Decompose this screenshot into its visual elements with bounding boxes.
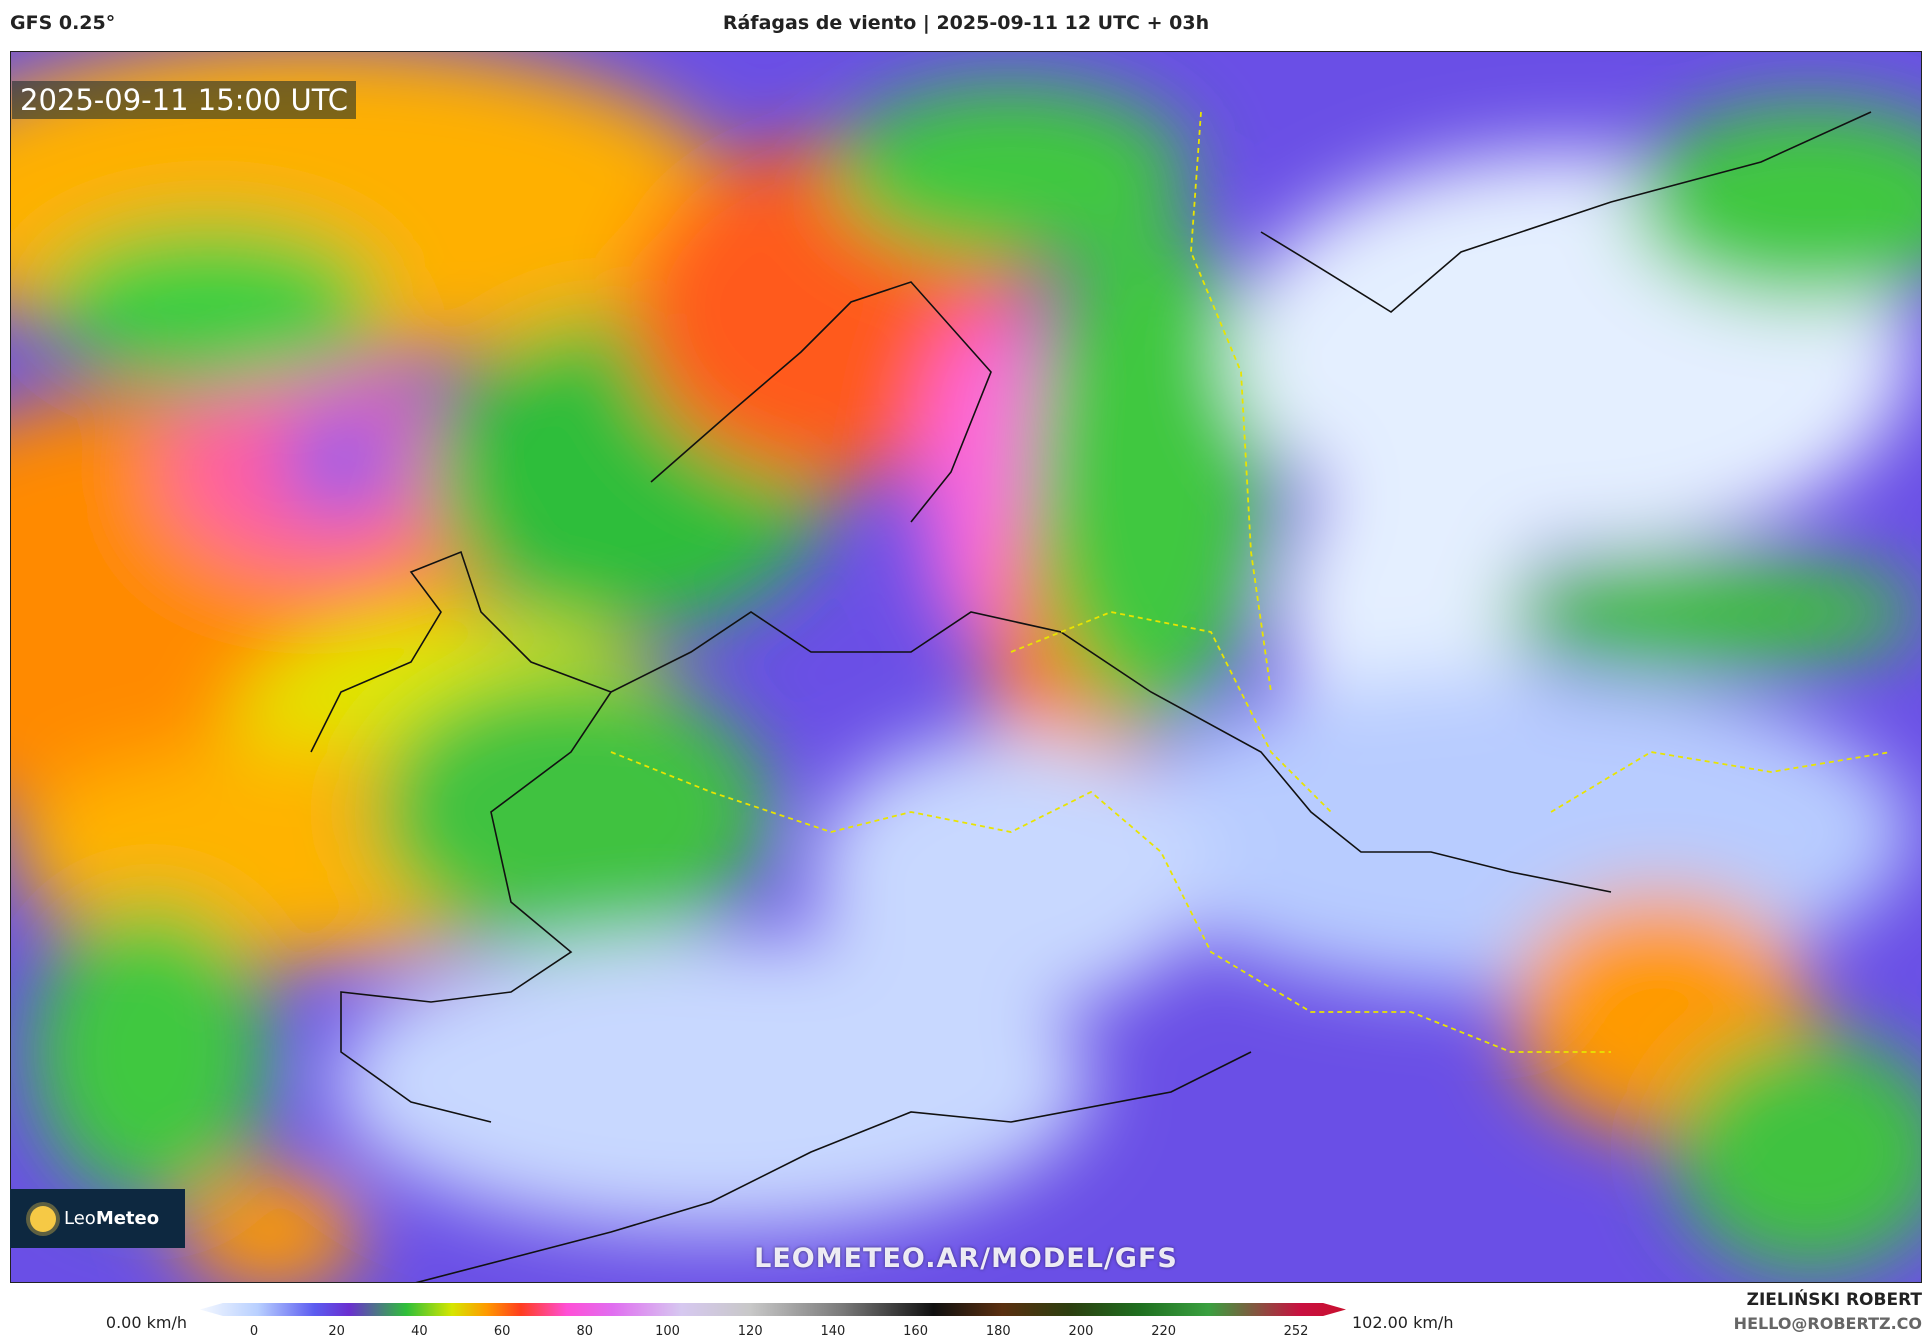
colorbar-min-label: 0.00 km/h: [105, 1313, 187, 1332]
colorbar-tick-label: 252: [1283, 1324, 1309, 1339]
timestamp: 2025-09-11 15:00 UTC: [12, 81, 357, 119]
map: [10, 51, 1922, 1283]
logo-icon: [30, 1205, 56, 1232]
colorbar-tick-label: 180: [985, 1324, 1011, 1339]
map-field: [11, 52, 1921, 1282]
colorbar-max-label: 102.00 km/h: [1352, 1313, 1454, 1332]
colorbar-tick-label: 120: [737, 1324, 763, 1339]
author: ZIELIŃSKI ROBERT: [1746, 1290, 1922, 1310]
email: HELLO@ROBERTZ.CO: [1733, 1314, 1922, 1333]
logo-prefix: Leo: [64, 1208, 96, 1229]
model-label: GFS 0.25°: [10, 12, 116, 34]
colorbar-tick-label: 20: [328, 1324, 345, 1339]
colorbar-tick-label: 160: [903, 1324, 928, 1339]
colorbar-tick-label: 0: [249, 1324, 259, 1339]
colorbar: [200, 1303, 1346, 1316]
colorbar-tick-label: 40: [411, 1324, 428, 1339]
map-title: Ráfagas de viento | 2025-09-11 12 UTC + …: [722, 12, 1210, 34]
colorbar-tick-label: 80: [576, 1324, 594, 1339]
colorbar-tick-label: 200: [1068, 1324, 1094, 1339]
logo: Leo Meteo: [10, 1189, 185, 1248]
logo-name: Meteo: [95, 1208, 160, 1229]
colorbar-tick-label: 140: [820, 1324, 846, 1339]
colorbar-tick-label: 60: [493, 1324, 511, 1339]
colorbar-tick-label: 220: [1151, 1324, 1177, 1339]
colorbar-tick-label: 100: [655, 1324, 680, 1339]
watermark: LEOMETEO.AR/MODEL/GFS: [754, 1243, 1178, 1274]
